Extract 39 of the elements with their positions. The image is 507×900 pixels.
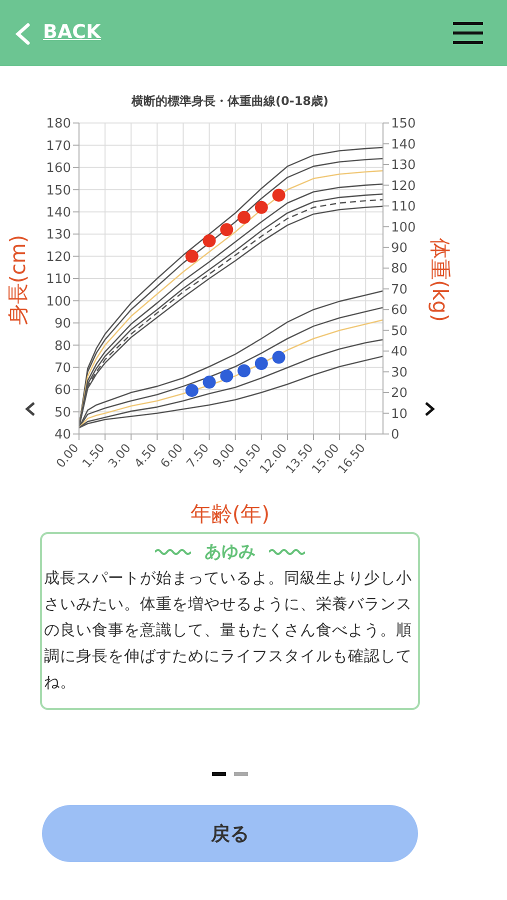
y-tick-label: 80: [54, 338, 71, 354]
y2-tick-label: 100: [391, 220, 416, 236]
y-tick-label: 180: [46, 116, 71, 132]
y2-tick-label: 90: [391, 241, 408, 256]
y2-tick-label: 80: [391, 262, 408, 277]
y2-tick-label: 110: [391, 200, 416, 215]
y2-tick-label: 40: [391, 344, 408, 360]
y-tick-label: 100: [46, 294, 71, 310]
y2-tick-label: 30: [391, 365, 408, 380]
y-tick-label: 70: [54, 360, 71, 376]
chart-title: 横断的標準身長・体重曲線(0-18歳): [130, 93, 330, 110]
y2-tick-label: 120: [391, 178, 416, 194]
y2-tick-label: 10: [391, 406, 408, 422]
y2-tick-label: 140: [391, 137, 416, 152]
text: BACK: [43, 21, 101, 43]
y2-tick-label: 20: [391, 386, 408, 402]
y2-tick-label: 0: [391, 428, 400, 443]
y2-axis-title: 体重(kg): [427, 238, 453, 322]
y-tick-label: 150: [46, 183, 71, 198]
y-tick-label: 170: [46, 138, 71, 154]
y-tick-label: 90: [54, 316, 71, 332]
y-tick-label: 160: [46, 161, 71, 176]
y-tick-label: 140: [46, 205, 71, 220]
y2-tick-label: 150: [391, 116, 416, 132]
y2-tick-label: 50: [391, 324, 408, 339]
text: 成長スパートが始まっているよ。同級生より少し小さいみたい。体重を増やせるように、栄養バランスの良い食事を意識して、量もたくさん食べよう。順調に身長を伸ばすためにライフスタイルも確認してね。: [43, 568, 413, 693]
y-tick-label: 130: [46, 228, 71, 243]
y-tick-label: 40: [54, 428, 71, 443]
y-tick-label: 110: [46, 272, 71, 288]
text: 戻る: [42, 805, 418, 862]
x-axis-title: 年齢(年): [190, 501, 270, 528]
y-tick-label: 120: [46, 250, 71, 265]
text: あゆみ: [204, 542, 256, 562]
y-tick-label: 60: [54, 383, 71, 398]
y2-tick-label: 70: [391, 282, 408, 298]
y2-tick-label: 130: [391, 158, 416, 174]
y2-tick-label: 60: [391, 303, 408, 318]
y-tick-label: 50: [54, 405, 71, 420]
y-axis-title: 身長(cm): [5, 234, 31, 326]
